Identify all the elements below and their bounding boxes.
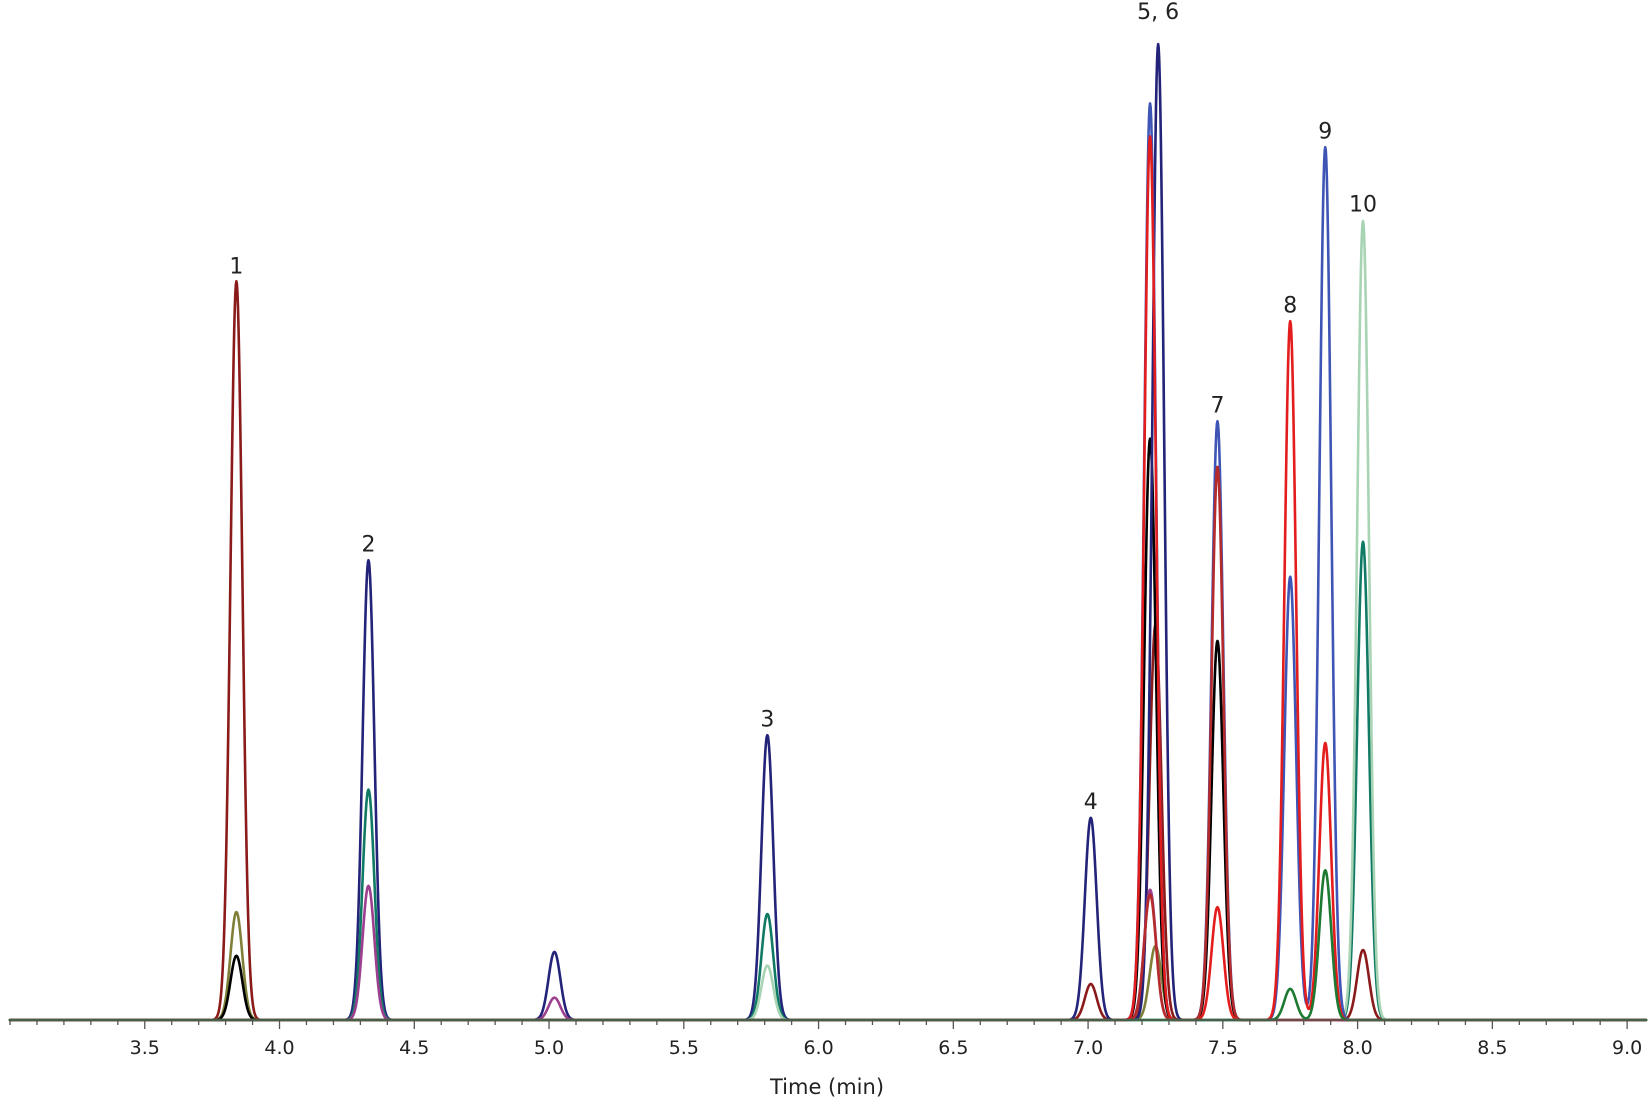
- peak-label: 1: [229, 255, 243, 280]
- x-tick-label: 8.5: [1477, 1037, 1507, 1059]
- x-tick-label: 8.0: [1343, 1037, 1373, 1059]
- x-tick-label: 9.0: [1612, 1037, 1642, 1059]
- x-tick-label: 3.5: [130, 1037, 160, 1059]
- x-axis-ticks: [9, 1020, 1628, 1029]
- peak-label: 4: [1084, 790, 1098, 815]
- series-line-8: [8, 102, 1648, 1022]
- peak-label: 7: [1210, 394, 1224, 419]
- series-line-9: [8, 135, 1648, 1022]
- series-line-1: [8, 279, 1648, 1022]
- x-tick-label: 4.0: [264, 1037, 294, 1059]
- series-line-6: [8, 884, 1648, 1022]
- x-tick-label: 7.5: [1208, 1037, 1238, 1059]
- series-line-3: [8, 437, 1648, 1022]
- x-tick-label: 4.5: [399, 1037, 429, 1059]
- peak-label: 10: [1349, 192, 1377, 217]
- peak-label: 2: [361, 532, 375, 557]
- peak-label: 8: [1283, 293, 1297, 318]
- series-line-11: [8, 869, 1648, 1022]
- peak-label: 3: [760, 707, 774, 732]
- series-line-2: [8, 910, 1648, 1022]
- peak-labels: 1 2 3 4 5, 6 7 8 9 10: [229, 0, 1377, 815]
- x-tick-label: 7.0: [1073, 1037, 1103, 1059]
- series-line-10: [8, 465, 1648, 1022]
- x-axis-title: Time (min): [769, 1075, 884, 1099]
- x-tick-label: 5.5: [669, 1037, 699, 1059]
- x-axis-tick-labels: 3.5 4.0 4.5 5.0 5.5 6.0 6.5 7.0 7.5 8.0 8.5 9.0: [130, 1037, 1643, 1059]
- peak-label: 9: [1318, 119, 1332, 144]
- peak-label: 5, 6: [1137, 0, 1179, 25]
- series-line-5: [8, 540, 1648, 1022]
- series-line-7: [8, 219, 1648, 1022]
- chromatogram-traces: [8, 42, 1648, 1022]
- x-tick-label: 6.5: [938, 1037, 968, 1059]
- x-tick-label: 5.0: [534, 1037, 564, 1059]
- series-line-4: [8, 42, 1648, 1022]
- x-tick-label: 6.0: [803, 1037, 833, 1059]
